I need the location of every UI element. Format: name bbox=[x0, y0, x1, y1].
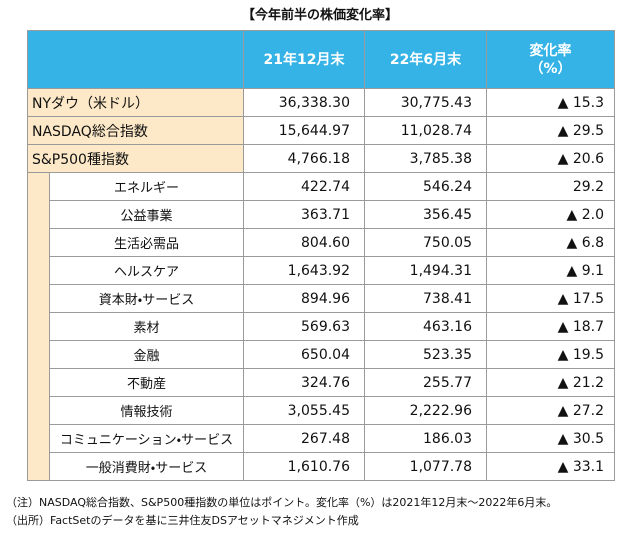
cell: 267.48 bbox=[243, 424, 365, 453]
cell: 324.76 bbox=[243, 368, 365, 397]
sector-row: 金融 650.04 523.35 ▲ 19.5 bbox=[28, 340, 615, 369]
cell: ▲ 15.3 bbox=[486, 88, 615, 117]
cell: 1,077.78 bbox=[364, 452, 487, 481]
cell: 2,222.96 bbox=[364, 396, 487, 425]
table-row: S&P500種指数 4,766.18 3,785.38 ▲ 20.6 bbox=[27, 144, 615, 173]
cell: ▲ 17.5 bbox=[486, 284, 615, 313]
table-row: NASDAQ総合指数 15,644.97 11,028.74 ▲ 29.5 bbox=[27, 116, 615, 145]
sector-row: 素材 569.63 463.16 ▲ 18.7 bbox=[28, 312, 615, 341]
cell: 255.77 bbox=[364, 368, 487, 397]
sector-row: 公益事業 363.71 356.45 ▲ 2.0 bbox=[28, 200, 615, 229]
table-row: NYダウ（米ドル） 36,338.30 30,775.43 ▲ 15.3 bbox=[27, 88, 615, 117]
cell: 750.05 bbox=[364, 228, 487, 257]
sector-label: 不動産 bbox=[49, 368, 244, 397]
row-label: S&P500種指数 bbox=[27, 144, 244, 173]
cell: ▲ 33.1 bbox=[486, 452, 615, 481]
cell: 523.35 bbox=[364, 340, 487, 369]
cell: 3,785.38 bbox=[364, 144, 487, 173]
sector-label: 金融 bbox=[49, 340, 244, 369]
sector-row: 情報技術 3,055.45 2,222.96 ▲ 27.2 bbox=[28, 396, 615, 425]
cell: 569.63 bbox=[243, 312, 365, 341]
cell: 804.60 bbox=[243, 228, 365, 257]
header-row: 21年12月末 22年6月末 変化率 （%） bbox=[27, 30, 615, 89]
sector-row: 資本財・サービス 894.96 738.41 ▲ 17.5 bbox=[28, 284, 615, 313]
cell: 1,494.31 bbox=[364, 256, 487, 285]
row-label: NYダウ（米ドル） bbox=[27, 88, 244, 117]
sector-row: コミュニケーション・サービス 267.48 186.03 ▲ 30.5 bbox=[28, 424, 615, 453]
cell: 186.03 bbox=[364, 424, 487, 453]
sector-row: 一般消費財・サービス 1,610.76 1,077.78 ▲ 33.1 bbox=[28, 452, 615, 481]
note: （注）NASDAQ総合指数、S&P500種指数の単位はポイント。変化率（%）は2… bbox=[6, 496, 558, 509]
table-body: NYダウ（米ドル） 36,338.30 30,775.43 ▲ 15.3 NASDAQ総… bbox=[27, 88, 615, 481]
header-cell: 22年6月末 bbox=[364, 30, 487, 89]
cell: 356.45 bbox=[364, 200, 487, 229]
cell: ▲ 30.5 bbox=[486, 424, 615, 453]
sector-label: エネルギー bbox=[49, 172, 244, 201]
cell: 11,028.74 bbox=[364, 116, 487, 145]
table-header: 21年12月末 22年6月末 変化率 （%） bbox=[27, 30, 615, 89]
cell: 4,766.18 bbox=[243, 144, 365, 173]
sector-row: 生活必需品 804.60 750.05 ▲ 6.8 bbox=[28, 228, 615, 257]
cell: 422.74 bbox=[243, 172, 365, 201]
cell: 894.96 bbox=[243, 284, 365, 313]
price-table: 21年12月末 22年6月末 変化率 （%） NYダウ（米ドル） 36,338.30… bbox=[27, 30, 615, 481]
sector-label: 資本財・サービス bbox=[49, 284, 244, 313]
cell: 1,610.76 bbox=[243, 452, 365, 481]
cell: ▲ 19.5 bbox=[486, 340, 615, 369]
sector-row: ヘルスケア 1,643.92 1,494.31 ▲ 9.1 bbox=[28, 256, 615, 285]
cell: 3,055.45 bbox=[243, 396, 365, 425]
cell: ▲ 21.2 bbox=[486, 368, 615, 397]
sector-label: コミュニケーション・サービス bbox=[49, 424, 244, 453]
cell: 363.71 bbox=[243, 200, 365, 229]
row-label: NASDAQ総合指数 bbox=[27, 116, 244, 145]
title: 【今年前半の株価変化率】 bbox=[241, 8, 398, 23]
cell: ▲ 27.2 bbox=[486, 396, 615, 425]
cell: ▲ 20.6 bbox=[486, 144, 615, 173]
cell: ▲ 29.5 bbox=[486, 116, 615, 145]
header-cell: 21年12月末 bbox=[243, 30, 365, 89]
sector-label: 生活必需品 bbox=[49, 228, 244, 257]
note: （出所）FactSetのデータを基に三井住友DSアセットマネジメント作成 bbox=[6, 514, 359, 527]
cell: ▲ 9.1 bbox=[486, 256, 615, 285]
cell: 463.16 bbox=[364, 312, 487, 341]
header-text: （%） bbox=[529, 60, 572, 77]
header-cell: 変化率 （%） bbox=[486, 30, 615, 89]
header-cell bbox=[27, 30, 244, 89]
cell: 546.24 bbox=[364, 172, 487, 201]
cell: 15,644.97 bbox=[243, 116, 365, 145]
indent-strip bbox=[27, 172, 50, 481]
sector-label: 一般消費財・サービス bbox=[49, 452, 244, 481]
cell: ▲ 6.8 bbox=[486, 228, 615, 257]
sector-row: エネルギー 422.74 546.24 29.2 bbox=[27, 172, 615, 481]
cell: 1,643.92 bbox=[243, 256, 365, 285]
cell: 36,338.30 bbox=[243, 88, 365, 117]
cell: ▲ 2.0 bbox=[486, 200, 615, 229]
cell: 650.04 bbox=[243, 340, 365, 369]
sector-label: 情報技術 bbox=[49, 396, 244, 425]
header-text: 変化率 bbox=[529, 42, 572, 59]
cell: 29.2 bbox=[486, 172, 615, 201]
cell: ▲ 18.7 bbox=[486, 312, 615, 341]
cell: 738.41 bbox=[364, 284, 487, 313]
sector-label: 公益事業 bbox=[49, 200, 244, 229]
sector-label: ヘルスケア bbox=[49, 256, 244, 285]
sector-label: 素材 bbox=[49, 312, 244, 341]
cell: 30,775.43 bbox=[364, 88, 487, 117]
sector-row: 不動産 324.76 255.77 ▲ 21.2 bbox=[28, 368, 615, 397]
